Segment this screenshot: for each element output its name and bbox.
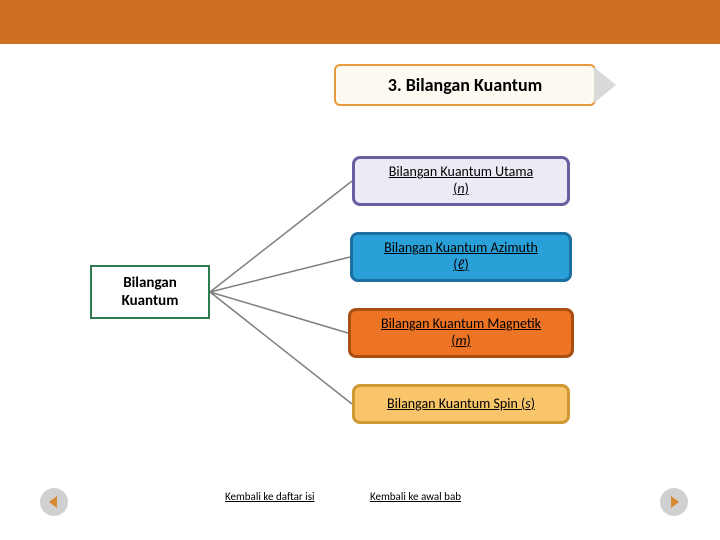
top-bar — [0, 0, 720, 44]
link-awal-bab[interactable]: Kembali ke awal bab — [370, 490, 461, 503]
slide-title-text: 3. Bilangan Kuantum — [388, 74, 543, 96]
root-label-line1: Bilangan — [123, 274, 177, 292]
arrow-right-icon — [666, 494, 682, 510]
root-label-line2: Kuantum — [122, 292, 179, 310]
node-spin-label: Bilangan Kuantum Spin (s) — [387, 396, 535, 413]
nav-back-button[interactable] — [40, 488, 68, 516]
slide-stage: 3. Bilangan Kuantum Bilangan Kuantum Bil… — [0, 0, 720, 540]
node-azimuth-label: Bilangan Kuantum Azimuth(ℓ) — [384, 240, 538, 274]
node-magnetik-label: Bilangan Kuantum Magnetik(m) — [381, 316, 541, 350]
root-node: Bilangan Kuantum — [90, 265, 210, 319]
arrow-left-icon — [46, 494, 62, 510]
root-label: Bilangan Kuantum — [122, 274, 179, 310]
slide-title: 3. Bilangan Kuantum — [334, 64, 596, 106]
node-utama[interactable]: Bilangan Kuantum Utama(n) — [352, 156, 570, 206]
link-daftar-isi-text: Kembali ke daftar isi — [225, 490, 315, 503]
nav-forward-button[interactable] — [660, 488, 688, 516]
node-utama-label: Bilangan Kuantum Utama(n) — [389, 164, 534, 198]
link-awal-bab-text: Kembali ke awal bab — [370, 490, 461, 503]
node-magnetik[interactable]: Bilangan Kuantum Magnetik(m) — [348, 308, 574, 358]
link-daftar-isi[interactable]: Kembali ke daftar isi — [225, 490, 315, 503]
node-azimuth[interactable]: Bilangan Kuantum Azimuth(ℓ) — [350, 232, 572, 282]
node-spin[interactable]: Bilangan Kuantum Spin (s) — [352, 384, 570, 424]
